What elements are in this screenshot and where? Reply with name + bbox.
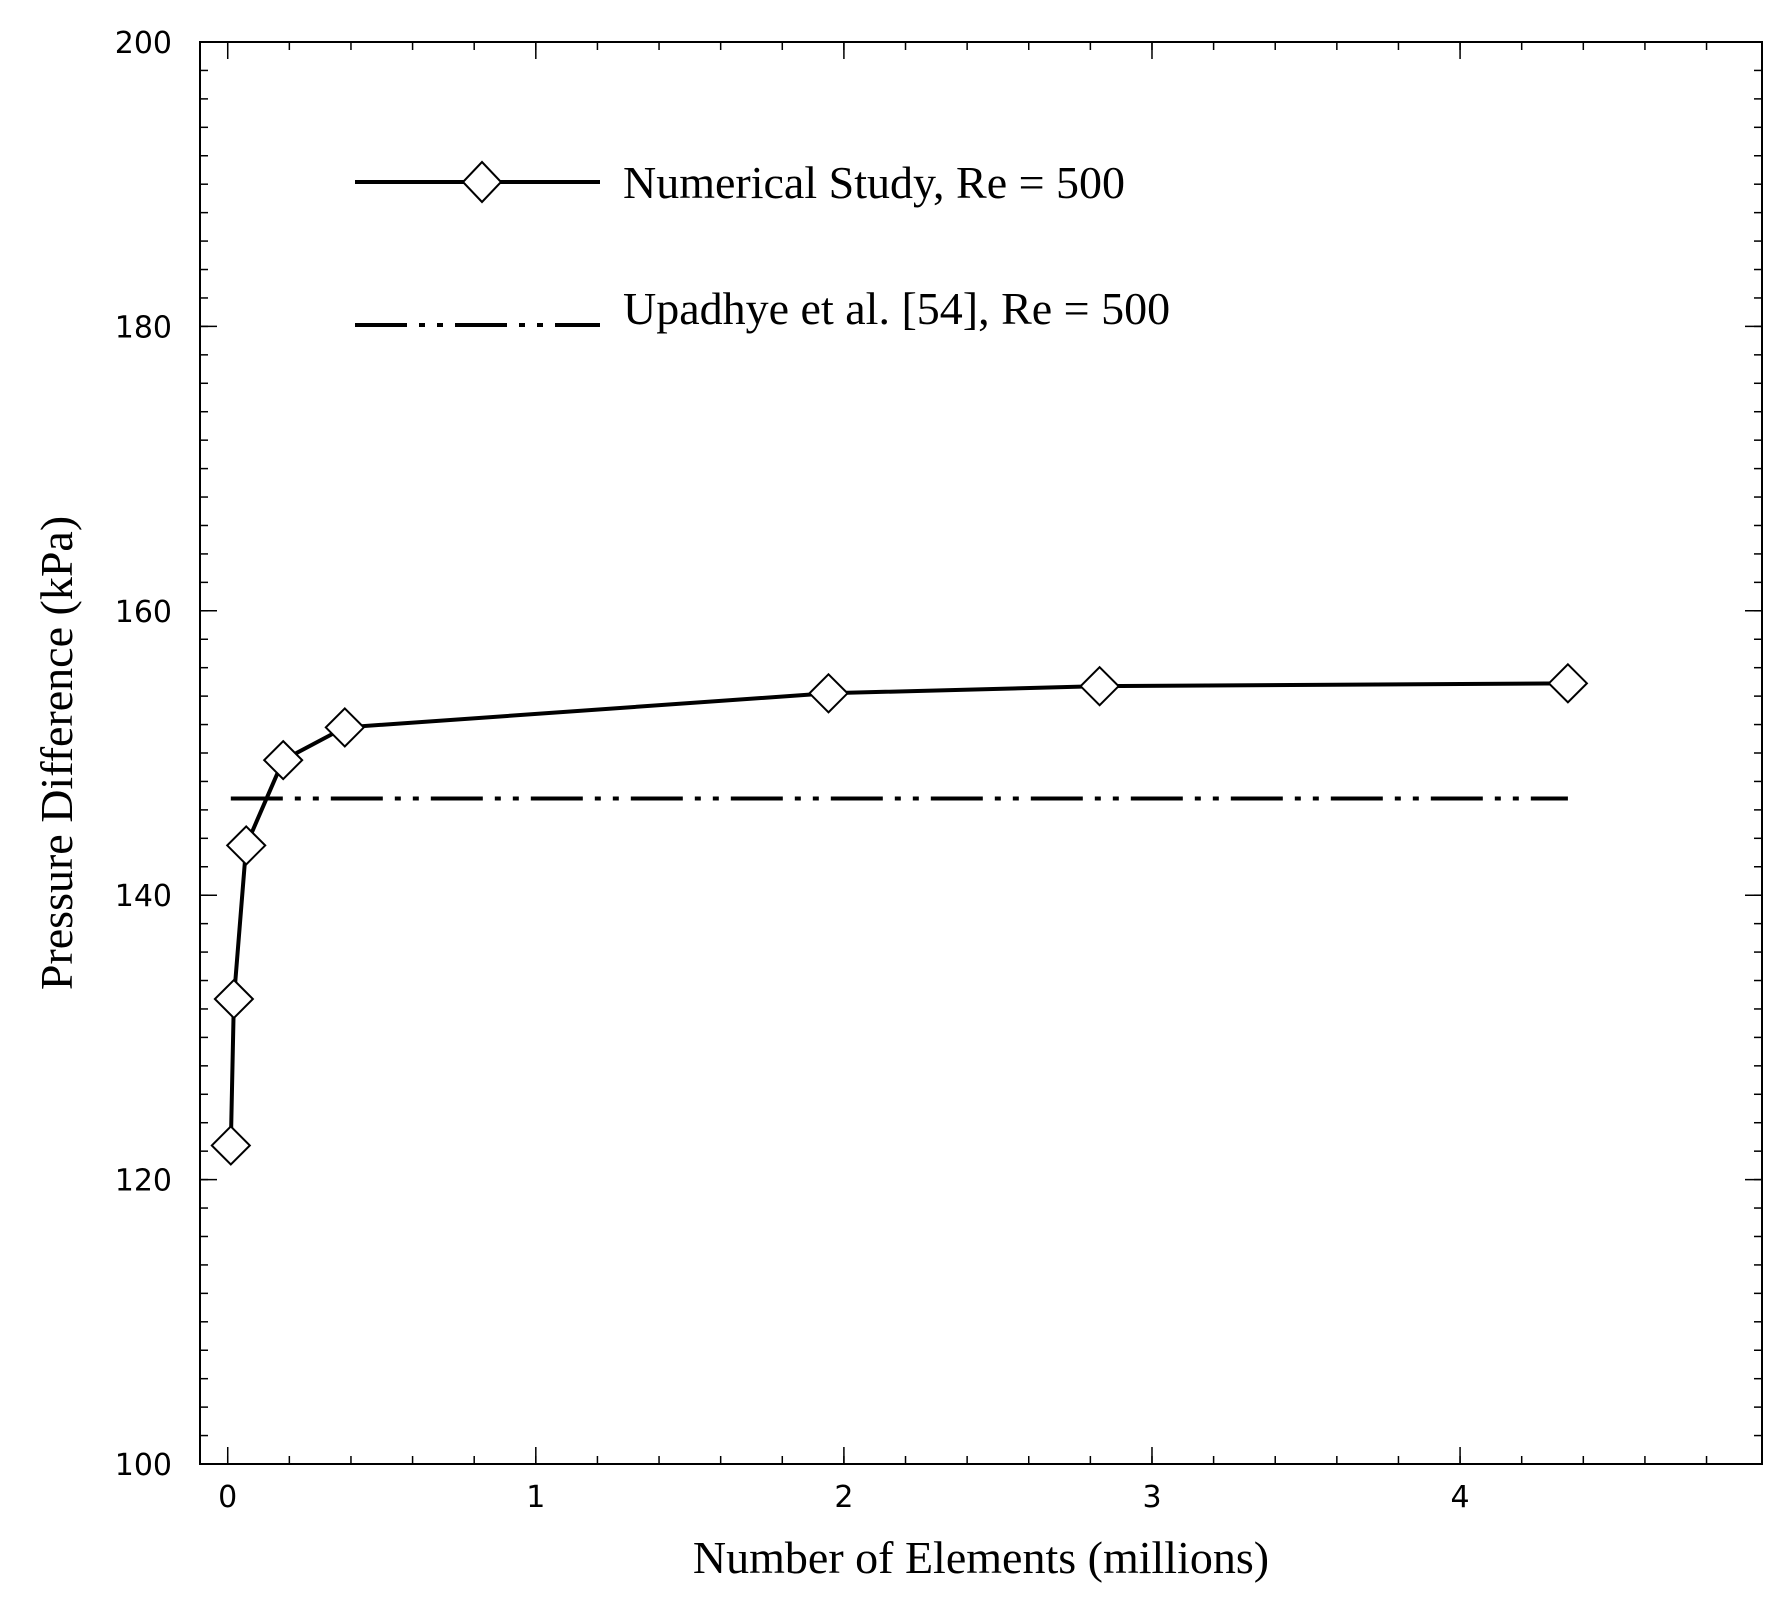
legend-label-upadhye: Upadhye et al. [54], Re = 500 [623, 283, 1170, 334]
x-tick-label: 0 [218, 1480, 237, 1515]
y-tick-label: 200 [115, 26, 172, 61]
y-tick-label: 120 [115, 1164, 172, 1199]
data-point-diamond [1547, 662, 1589, 704]
data-point-diamond [262, 739, 304, 781]
x-tick-label: 1 [526, 1480, 545, 1515]
plot-frame [199, 41, 1763, 1465]
major-ticks [200, 41, 1762, 1465]
data-point-diamond [1079, 665, 1121, 707]
data-point-diamond [324, 706, 366, 748]
x-tick-label: 3 [1142, 1480, 1161, 1515]
x-tick-label: 2 [834, 1480, 853, 1515]
y-tick-label: 180 [115, 310, 172, 345]
x-tick-labels: 0 1 2 3 4 [218, 1480, 1469, 1515]
minor-ticks [200, 41, 1762, 1465]
y-tick-labels: 100 120 140 160 180 200 [115, 26, 172, 1483]
legend-label-numerical: Numerical Study, Re = 500 [623, 157, 1125, 208]
data-point-diamond [225, 825, 267, 866]
x-axis-title: Number of Elements (millions) [693, 1532, 1269, 1583]
y-tick-label: 140 [115, 879, 172, 914]
x-tick-label: 4 [1451, 1480, 1470, 1515]
data-point-diamond [808, 672, 849, 714]
series-layer [210, 662, 1589, 1166]
data-point-diamond [210, 1125, 252, 1166]
y-tick-label: 160 [115, 595, 172, 630]
legend-marker-diamond-icon [461, 160, 503, 204]
legend: Numerical Study, Re = 500 Upadhye et al.… [355, 157, 1170, 334]
y-axis-title: Pressure Difference (kPa) [31, 516, 82, 990]
series-line-numerical [228, 681, 1568, 1146]
y-tick-label: 100 [115, 1448, 172, 1483]
data-point-diamond [213, 978, 255, 1020]
